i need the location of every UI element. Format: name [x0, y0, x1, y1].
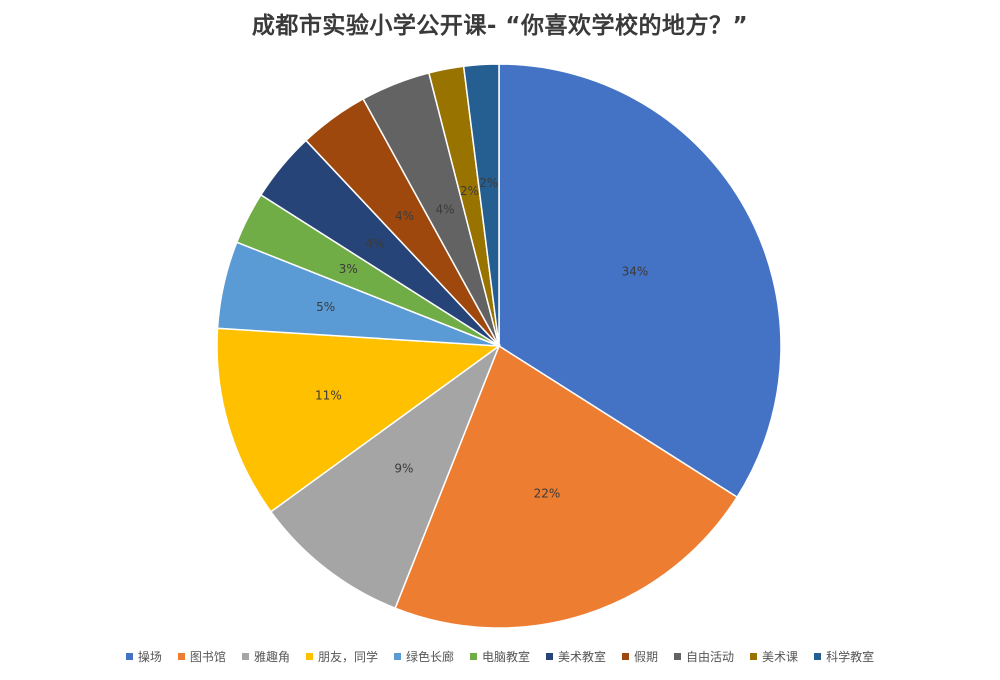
legend-item: 美术教室 — [546, 648, 606, 665]
slice-data-label: 2% — [460, 184, 479, 198]
legend-item: 操场 — [125, 648, 162, 665]
legend-swatch — [125, 653, 133, 660]
legend-item: 雅趣角 — [241, 648, 290, 665]
legend-swatch — [393, 653, 401, 660]
legend-label: 美术课 — [762, 650, 799, 664]
legend-label: 图书馆 — [189, 650, 226, 664]
legend-item: 假期 — [622, 648, 658, 665]
legend-label: 美术教室 — [558, 650, 607, 664]
pie-slice — [269, 343, 501, 610]
legend-item: 电脑教室 — [469, 648, 530, 665]
legend-item: 自由活动 — [674, 648, 734, 665]
legend-label: 电脑教室 — [481, 650, 530, 664]
pie-slice — [462, 63, 500, 347]
legend-item: 科学教室 — [814, 648, 874, 665]
slice-data-label: 4% — [435, 203, 454, 217]
chart-title: 成都市实验小学公开课- “你喜欢学校的地方？” — [251, 13, 749, 39]
legend-swatch — [674, 653, 682, 660]
legend-item: 美术课 — [750, 648, 798, 665]
legend: 操场 图书馆 雅趣角 朋友，同学 绿色长廊 电脑教室 美术教室 假期 自由活动 美术课 科学教室 — [0, 648, 1000, 665]
slice-data-label: 9% — [394, 462, 413, 476]
legend-item: 图书馆 — [177, 648, 226, 665]
legend-swatch — [305, 653, 313, 660]
slice-data-label: 4% — [395, 209, 414, 223]
legend-label: 绿色长廊 — [405, 650, 454, 664]
legend-swatch — [469, 653, 477, 660]
legend-label: 假期 — [634, 650, 659, 664]
legend-label: 科学教室 — [826, 650, 875, 664]
legend-swatch — [750, 653, 758, 660]
pie-slice — [498, 63, 782, 499]
legend-swatch — [546, 653, 553, 660]
slice-data-label: 3% — [339, 262, 358, 276]
slice-data-label: 11% — [315, 389, 342, 403]
pie-slice — [394, 344, 739, 629]
slice-data-label: 22% — [534, 487, 561, 501]
legend-swatch — [241, 653, 249, 660]
legend-item: 朋友，同学 — [305, 648, 378, 665]
legend-item: 绿色长廊 — [393, 648, 454, 665]
legend-label: 朋友，同学 — [317, 650, 378, 664]
legend-swatch — [622, 653, 630, 660]
slice-data-label: 2% — [479, 176, 498, 190]
pie-slice — [216, 327, 502, 513]
slice-data-label: 4% — [366, 237, 385, 251]
legend-label: 雅趣角 — [253, 650, 290, 664]
slice-data-label: 34% — [622, 264, 649, 278]
legend-label: 操场 — [137, 650, 162, 664]
legend-swatch — [814, 653, 822, 660]
legend-label: 自由活动 — [686, 650, 735, 664]
slice-data-label: 5% — [316, 300, 335, 314]
legend-swatch — [177, 653, 185, 660]
